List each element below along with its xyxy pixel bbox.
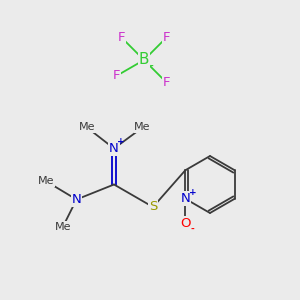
Text: Me: Me (79, 122, 95, 133)
Text: N: N (72, 193, 81, 206)
Text: F: F (163, 76, 170, 89)
Text: N: N (109, 142, 119, 155)
Text: F: F (118, 31, 125, 44)
Text: -: - (149, 62, 153, 71)
Text: S: S (149, 200, 157, 214)
Text: +: + (117, 137, 125, 146)
Text: Me: Me (134, 122, 151, 133)
Text: N: N (180, 192, 190, 205)
Text: -: - (190, 225, 194, 234)
Text: B: B (139, 52, 149, 68)
Text: Me: Me (38, 176, 55, 187)
Text: O: O (180, 217, 190, 230)
Text: F: F (163, 31, 170, 44)
Text: F: F (113, 69, 121, 82)
Text: +: + (189, 188, 196, 197)
Text: Me: Me (55, 221, 71, 232)
